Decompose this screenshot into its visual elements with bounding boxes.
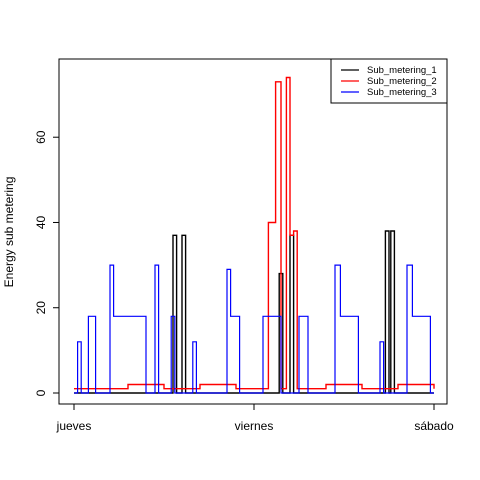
x-tick-label: jueves	[56, 419, 92, 433]
series-line-sub-metering-3	[74, 264, 434, 394]
legend: Sub_metering_1Sub_metering_2Sub_metering…	[330, 58, 448, 104]
y-axis-title: Energy sub metering	[2, 177, 16, 288]
x-tick-label: sábado	[414, 419, 454, 433]
y-tick-label: 0	[34, 389, 48, 396]
legend-entry: Sub_metering_3	[367, 87, 437, 98]
x-tick-label: viernes	[235, 419, 274, 433]
series-layer	[74, 76, 435, 394]
x-axis: jueves viernes sábado	[56, 403, 454, 433]
series-line-sub-metering-2	[74, 76, 435, 390]
legend-entry: Sub_metering_2	[367, 76, 437, 87]
legend-entry: Sub_metering_1	[367, 65, 437, 76]
y-axis: 0 20 40 60	[34, 130, 60, 396]
y-tick-label: 20	[34, 301, 48, 315]
y-tick-label: 40	[34, 215, 48, 229]
y-tick-label: 60	[34, 130, 48, 144]
